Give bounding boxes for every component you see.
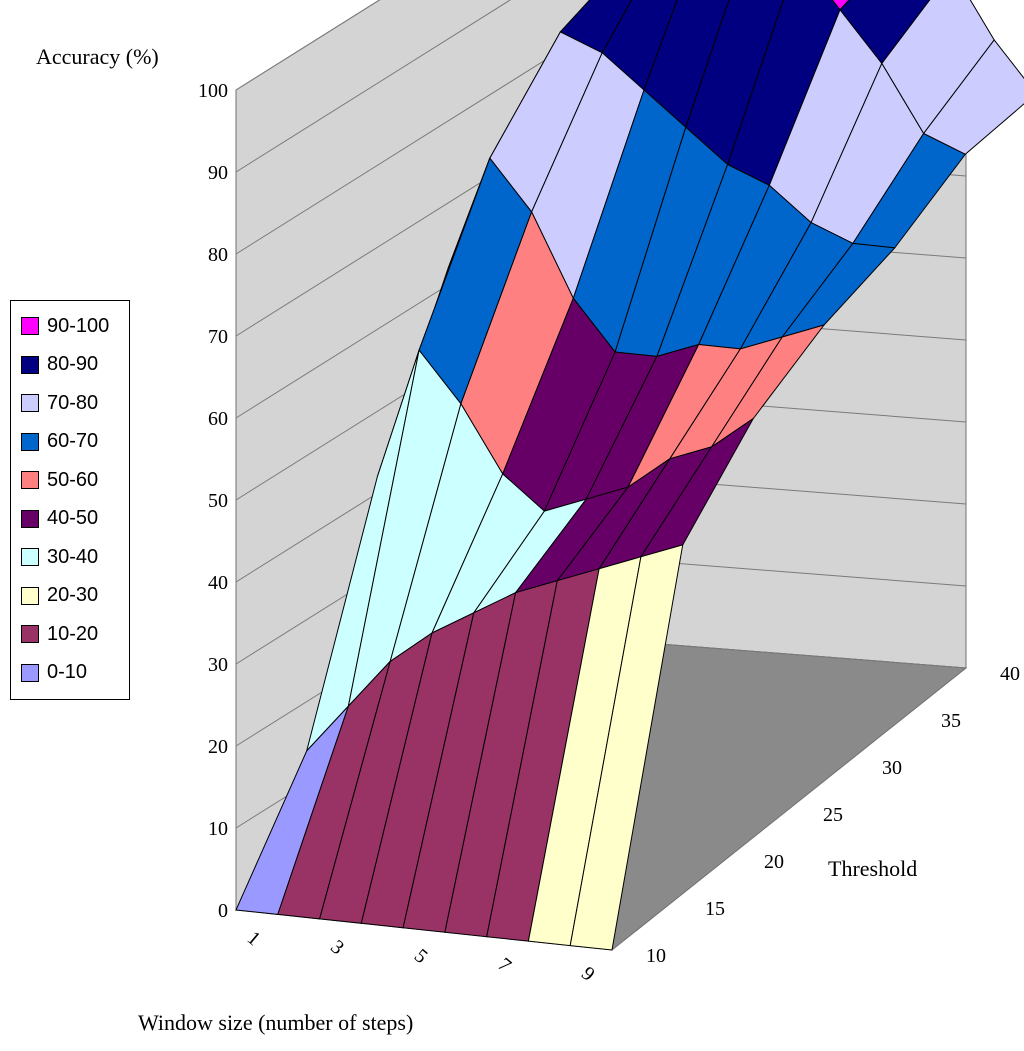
legend-swatch bbox=[21, 663, 39, 682]
y-tick-labels: 10 15 20 25 30 35 40 bbox=[646, 663, 1020, 967]
legend-swatch bbox=[21, 317, 39, 335]
legend-swatch bbox=[21, 471, 39, 489]
y-tick-label: 40 bbox=[1000, 663, 1020, 685]
y-tick-label: 30 bbox=[882, 757, 902, 779]
z-tick-label: 40 bbox=[208, 572, 228, 594]
legend-label: 70-80 bbox=[47, 391, 99, 414]
legend-item: 70-80 bbox=[21, 390, 98, 416]
z-tick-label: 70 bbox=[208, 326, 228, 348]
legend: 90-100 80-90 70-80 60-70 50-60 40-50 30-40 20-3… bbox=[10, 300, 130, 700]
y-tick-label: 10 bbox=[646, 945, 666, 967]
z-axis-title: Accuracy (%) bbox=[36, 44, 159, 69]
legend-item: 30-40 bbox=[21, 544, 98, 570]
z-gridline bbox=[235, 0, 381, 91]
y-tick-label: 35 bbox=[941, 710, 961, 732]
legend-label: 60-70 bbox=[47, 430, 99, 452]
z-tick-label: 80 bbox=[208, 244, 228, 266]
y-axis-title: Threshold bbox=[828, 856, 918, 881]
legend-label: 40-50 bbox=[47, 507, 99, 529]
legend-item: 80-90 bbox=[21, 352, 98, 378]
legend-label: 10-20 bbox=[47, 622, 99, 645]
z-tick-labels: 0 10 20 30 40 50 60 70 80 90 100 bbox=[198, 80, 228, 922]
legend-label: 80-90 bbox=[47, 353, 99, 375]
z-tick-label: 50 bbox=[208, 490, 228, 512]
legend-item: 50-60 bbox=[21, 467, 98, 493]
z-tick-label: 90 bbox=[208, 162, 228, 184]
legend-label: 90-100 bbox=[47, 314, 110, 337]
y-tick-label: 25 bbox=[823, 804, 843, 826]
x-tick-label: 3 bbox=[326, 936, 348, 959]
surface-cell bbox=[831, 0, 850, 11]
z-tick-label: 0 bbox=[218, 900, 228, 922]
legend-label: 30-40 bbox=[47, 545, 99, 568]
z-tick-label: 60 bbox=[208, 408, 228, 430]
x-tick-label: 1 bbox=[243, 927, 265, 950]
legend-swatch bbox=[21, 625, 39, 643]
legend-swatch bbox=[21, 548, 39, 566]
legend-swatch bbox=[21, 509, 39, 528]
legend-item: 20-30 bbox=[21, 583, 98, 609]
y-tick-label: 20 bbox=[764, 851, 784, 873]
z-gridline bbox=[235, 0, 512, 173]
legend-item: 10-20 bbox=[21, 621, 98, 647]
legend-item: 40-50 bbox=[21, 506, 98, 532]
legend-swatch bbox=[21, 394, 39, 412]
legend-swatch bbox=[21, 586, 39, 605]
z-tick-label: 100 bbox=[198, 80, 228, 102]
surface-cell bbox=[569, 544, 684, 951]
legend-swatch bbox=[21, 432, 39, 451]
x-axis-title: Window size (number of steps) bbox=[138, 1010, 414, 1035]
x-tick-label: 9 bbox=[577, 963, 599, 986]
y-tick-label: 15 bbox=[705, 898, 725, 920]
legend-label: 50-60 bbox=[47, 468, 99, 491]
legend-item: 60-70 bbox=[21, 429, 98, 455]
z-tick-label: 10 bbox=[208, 818, 228, 840]
legend-swatch bbox=[21, 355, 39, 374]
x-tick-label: 7 bbox=[493, 954, 515, 977]
z-tick-label: 30 bbox=[208, 654, 228, 676]
surface-mesh bbox=[235, 0, 1024, 951]
legend-label: 0-10 bbox=[47, 661, 88, 683]
legend-label: 20-30 bbox=[47, 584, 99, 606]
z-tick-label: 20 bbox=[208, 736, 228, 758]
legend-item: 0-10 bbox=[21, 660, 87, 686]
x-tick-label: 5 bbox=[410, 945, 432, 968]
legend-item: 90-100 bbox=[21, 313, 109, 339]
